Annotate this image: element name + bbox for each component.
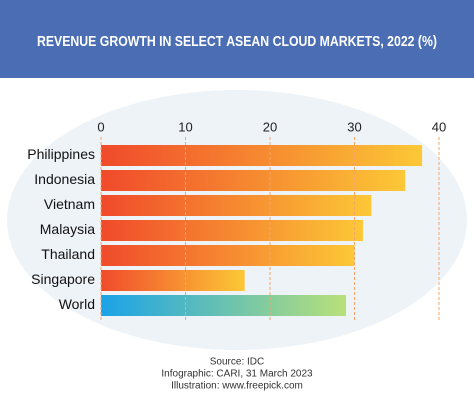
bar (101, 295, 347, 316)
grid (100, 137, 440, 321)
x-tick-label: 30 (347, 119, 361, 134)
x-tick-label: 0 (97, 119, 104, 134)
y-tick-label: Thailand (41, 246, 95, 262)
bar (101, 145, 423, 166)
y-tick-label: Malaysia (40, 221, 95, 237)
chart-title: REVENUE GROWTH IN SELECT ASEAN CLOUD MAR… (37, 34, 437, 50)
bar (101, 195, 372, 216)
bar (101, 220, 363, 241)
x-tick-label: 10 (178, 119, 192, 134)
y-tick-label: Indonesia (34, 171, 95, 187)
x-tick-label: 40 (432, 119, 446, 134)
y-tick-label: World (59, 296, 95, 312)
source-note: Source: IDC (210, 357, 264, 368)
y-tick-label: Vietnam (44, 196, 95, 212)
bar (101, 170, 406, 191)
illustration-note: Illustration: www.freepick.com (171, 381, 303, 392)
y-tick-label: Singapore (31, 271, 95, 287)
title-banner (0, 0, 474, 78)
y-tick-label: Philippines (27, 146, 95, 162)
bar (101, 245, 355, 266)
bar (101, 270, 245, 291)
x-tick-label: 20 (263, 119, 277, 134)
infographic-note: Infographic: CARI, 31 March 2023 (161, 369, 313, 380)
